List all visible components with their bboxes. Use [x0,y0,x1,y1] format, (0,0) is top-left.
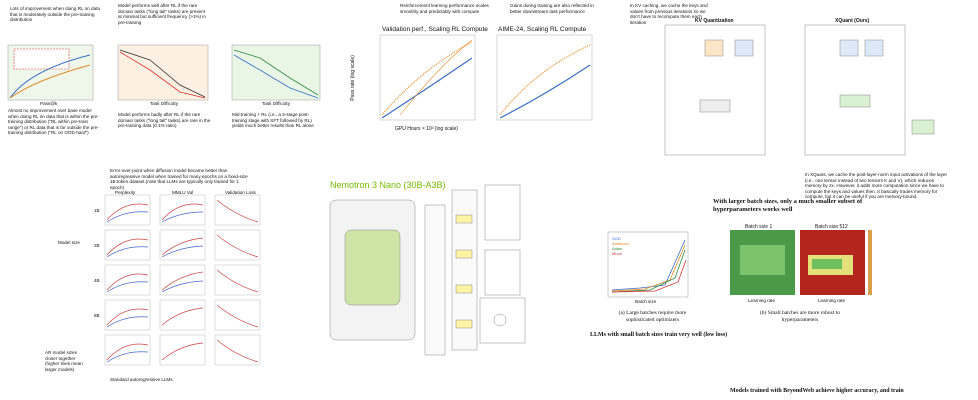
legend-entry: Muon [612,251,623,256]
caption: (b) Small batches are more robust to hyp… [759,310,841,323]
diagram-title: Nemotron 3 Nano (30B-A3B) [330,180,446,190]
row-label: 4B [94,278,100,283]
diagram-title: KV Quantization [695,18,734,24]
plot-title: Validation perf., Scaling RL Compute [382,26,488,33]
axis-label: Pass@k [40,101,58,106]
caption: (a) Large batches require more sophistic… [618,310,687,323]
xquant-diagrams [664,24,935,156]
y-axis-label: Pass rate (log scale) [349,55,356,101]
x-axis-label: Learning rate [818,298,846,303]
legend-entry: Adam [612,246,623,251]
annotation: Model performs well after RL if the rare… [118,3,206,25]
annotation: Reinforcement learning performance scale… [400,3,489,14]
diagram-title: XQuant (Ours) [835,18,870,24]
legend-entry: Adafactor [612,241,630,246]
annotation: Almost no improvement over base model wh… [8,108,99,135]
row-label: 8B [94,313,100,318]
annotation: Mid-training + RL (i.e., a 2-stage post-… [232,112,314,128]
axis-label: Task Difficulty [150,101,178,106]
annotation: Model performs badly after RL if the rar… [118,112,211,128]
nemotron-diagram [329,184,526,356]
column-title: Validation Loss [225,190,256,195]
annotation: With larger batch sizes, only a much sma… [713,198,863,213]
annotation: Standard autoregressive LLMs [110,377,173,382]
column-title: MMLU Val [172,190,194,195]
scaling-plots [379,34,593,121]
diffusion-grid [104,194,261,366]
rl-plots [7,44,321,101]
annotation: AR model sizes closer together (higher l… [45,350,83,372]
x-axis-label: Batch size [635,299,657,304]
plot-title: AIME-24, Scaling RL Compute [498,26,587,33]
annotation: LLMs with small batch sizes train very w… [590,332,728,338]
footer-text: Models trained with BeyondWeb achieve hi… [730,388,904,394]
x-axis-label: GPU Hours × 10³ (log scale) [395,126,458,132]
annotation: Gains during training are also reflected… [510,3,594,14]
annotation: In XQuant, we cache the post-layer-norm … [805,172,947,199]
heatmap-title: Batch size 1 [745,224,773,230]
batch-plots [607,230,872,298]
annotation: Model size [58,240,80,245]
row-label: 1B [94,208,100,213]
row-label: 2B [94,243,100,248]
column-title: Perplexity [115,190,136,195]
annotation: Error-over-point when diffusion model be… [110,168,248,190]
annotation: Lots of improvement when doing RL on dat… [10,6,100,22]
heatmap-title: Batch size 512 [815,224,848,230]
legend-entry: SGD [612,236,621,241]
x-axis-label: Learning rate [748,298,776,303]
annotation: In KV caching, we cache the keys and val… [630,3,708,25]
axis-label: Task Difficulty [262,101,290,106]
